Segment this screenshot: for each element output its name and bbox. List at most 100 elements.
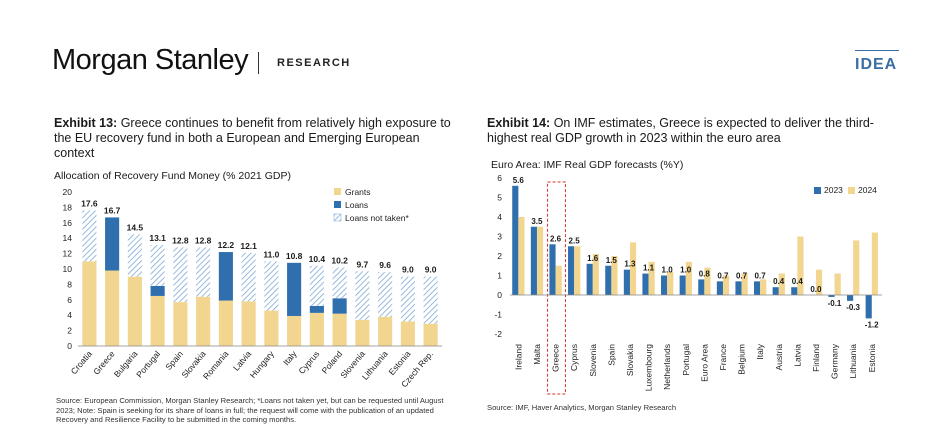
- value-label-2023: -1.2: [865, 320, 879, 329]
- exhibit-13-title: Exhibit 13: Greece continues to benefit …: [54, 116, 454, 161]
- bar-2024-spain: [611, 256, 618, 295]
- bar-2024-estonia: [871, 232, 878, 295]
- bar-2023-france: [716, 281, 723, 295]
- y-tick-label: 5: [497, 193, 502, 203]
- y-tick-label: -2: [494, 329, 502, 339]
- x-tick-label: Malta: [532, 344, 542, 365]
- legend-label: Loans: [345, 200, 368, 210]
- y-tick-label: 0: [67, 341, 72, 351]
- recovery-fund-chart: 17.6 16.7 14.5 13.1 12.8 12.8 12.2 12.1 11.0 10.8…: [63, 187, 442, 389]
- y-tick-label: 2: [67, 326, 72, 336]
- legend-swatch: [814, 187, 821, 194]
- bar-2023-luxembourg: [642, 273, 649, 295]
- value-label-2023: 0.7: [717, 271, 729, 280]
- bar-loans-romania: [218, 252, 233, 301]
- bar-2024-cyprus: [574, 246, 581, 295]
- x-tick-label: Austria: [774, 344, 784, 371]
- bar-2024-portugal: [685, 261, 692, 295]
- value-label-2023: 0.7: [755, 271, 767, 280]
- bar-2023-latvia: [791, 287, 798, 295]
- bar-2023-germany: [828, 295, 835, 297]
- y-tick-label: 2: [497, 251, 502, 261]
- bar-2023-greece: [549, 244, 556, 295]
- x-tick-label: Euro Area: [699, 344, 709, 382]
- x-tick-label: Portugal: [681, 344, 691, 376]
- total-label: 12.2: [218, 240, 235, 250]
- value-label-2023: 1.0: [680, 266, 692, 275]
- bar-2023-netherlands: [661, 275, 668, 295]
- value-label-2023: 0.4: [773, 277, 785, 286]
- bar-2023-italy: [754, 281, 761, 295]
- x-tick-label: Spain: [606, 344, 616, 366]
- logo-divider: [258, 52, 259, 74]
- y-tick-label: 4: [67, 310, 72, 320]
- total-label: 9.0: [402, 265, 414, 275]
- bar-loans-poland: [332, 298, 347, 314]
- x-tick-label: Luxembourg: [644, 344, 654, 392]
- bar-2023-euro-area: [698, 279, 705, 295]
- value-label-2023: 0.4: [792, 277, 804, 286]
- exhibit-14-title: Exhibit 14: On IMF estimates, Greece is …: [487, 116, 887, 146]
- value-label-2023: 2.6: [550, 234, 562, 243]
- total-label: 9.6: [379, 260, 391, 270]
- x-tick-label: Italy: [755, 343, 765, 359]
- total-label: 10.2: [331, 255, 348, 265]
- x-tick-label: Belgium: [737, 344, 747, 375]
- y-tick-label: 16: [63, 218, 73, 228]
- bar-2023-austria: [772, 287, 779, 295]
- total-label: 13.1: [149, 233, 166, 243]
- y-tick-label: 6: [67, 295, 72, 305]
- total-label: 14.5: [127, 222, 144, 232]
- bar-2024-belgium: [741, 273, 748, 295]
- x-tick-label: Ireland: [513, 344, 523, 370]
- bar-2023-portugal: [679, 275, 686, 295]
- legend-label: Loans not taken*: [345, 213, 409, 223]
- bar-loans-portugal: [150, 285, 165, 296]
- bar-loans-not-taken-czech-rep-: [423, 276, 438, 324]
- bar-2024-slovenia: [592, 254, 599, 295]
- x-tick-label: Lithuania: [848, 344, 858, 379]
- x-tick-label: Estonia: [867, 344, 877, 373]
- y-tick-label: 20: [63, 187, 73, 197]
- bar-2024-malta: [536, 226, 544, 295]
- x-tick-label: Finland: [811, 344, 821, 372]
- x-tick-label: Netherlands: [662, 344, 672, 390]
- bar-2023-lithuania: [847, 295, 854, 301]
- bar-2024-france: [722, 275, 730, 295]
- legend-swatch: [334, 188, 341, 195]
- bar-2024-italy: [760, 279, 767, 295]
- bar-2023-ireland: [512, 185, 519, 295]
- x-tick-label: France: [718, 344, 728, 371]
- total-label: 9.0: [425, 265, 437, 275]
- total-label: 12.8: [172, 235, 189, 245]
- y-tick-label: 14: [63, 233, 73, 243]
- value-label-2023: 0.7: [736, 271, 748, 280]
- value-label-2023: 3.5: [531, 217, 543, 226]
- bar-grants-slovenia: [355, 319, 370, 346]
- section-label: RESEARCH: [277, 57, 351, 69]
- bar-2023-belgium: [735, 281, 742, 295]
- y-tick-label: 6: [497, 173, 502, 183]
- bar-2024-slovakia: [629, 242, 637, 295]
- badge-rule: [855, 50, 899, 51]
- legend-swatch: [848, 187, 855, 194]
- value-label-2023: 1.6: [587, 254, 599, 263]
- legend-label: 2023: [824, 185, 843, 195]
- value-label-2023: 5.6: [513, 176, 525, 185]
- y-tick-label: 4: [497, 212, 502, 222]
- bar-grants-czech-rep-: [423, 323, 438, 346]
- bar-grants-slovakia: [196, 296, 211, 346]
- y-tick-label: 3: [497, 232, 502, 242]
- idea-badge: IDEA: [855, 56, 898, 73]
- bar-grants-greece: [105, 270, 120, 346]
- legend-label: Grants: [345, 187, 371, 197]
- bar-loans-not-taken-slovenia: [355, 271, 370, 320]
- total-label: 12.1: [240, 241, 257, 251]
- bar-2023-malta: [530, 226, 537, 295]
- bar-loans-not-taken-cyprus: [309, 265, 324, 306]
- value-label-2023: 1.3: [624, 260, 636, 269]
- total-label: 17.6: [81, 198, 98, 208]
- bar-2024-greece: [555, 265, 562, 295]
- bar-2023-cyprus: [568, 246, 575, 295]
- bar-loans-not-taken-slovakia: [196, 247, 211, 297]
